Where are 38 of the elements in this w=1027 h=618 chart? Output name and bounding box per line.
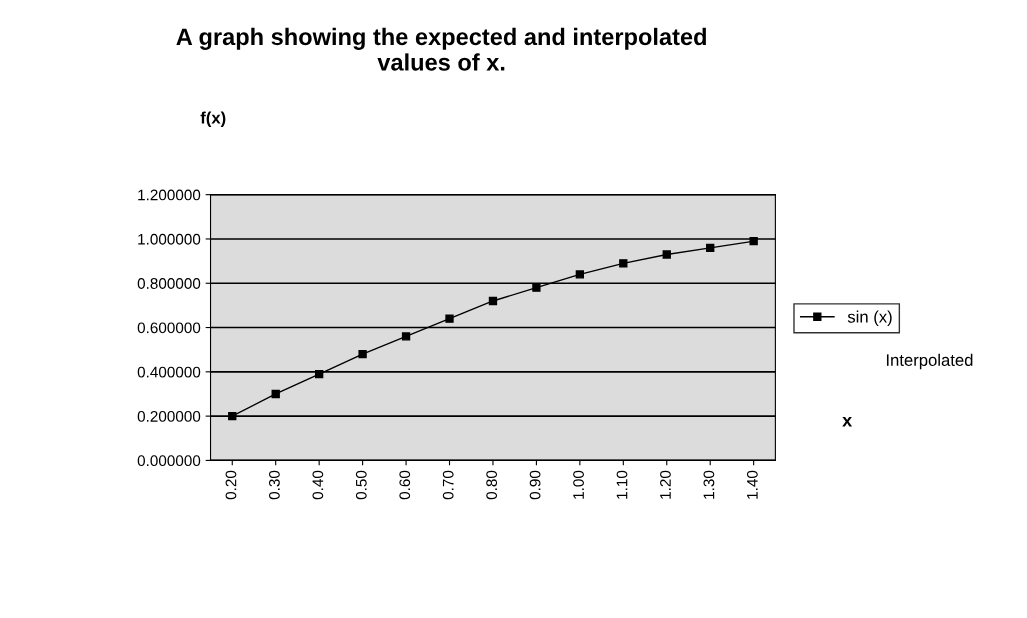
- legend-label: sin (x): [847, 310, 892, 327]
- point: [358, 349, 367, 359]
- point: [228, 411, 237, 421]
- x-tick-label: 0.70: [442, 470, 454, 500]
- x-tick-label: 0.80: [486, 470, 498, 500]
- y-tick-label: 0.600000: [137, 322, 201, 334]
- x-axis-title: x: [842, 416, 853, 427]
- point: [401, 332, 411, 341]
- point: [532, 283, 541, 292]
- point: [271, 389, 280, 399]
- y-axis-title: f(x): [200, 111, 226, 128]
- x-tick-label: 0.90: [529, 470, 541, 500]
- y-tick-label: 0.400000: [137, 366, 201, 378]
- chart-title: A graph showing the expected and interpolated values of x.: [176, 27, 706, 71]
- point: [488, 296, 498, 306]
- x-tick-label: 0.40: [312, 470, 324, 500]
- y-tick-label: 0.200000: [137, 410, 201, 422]
- point: [749, 237, 758, 246]
- point: [706, 243, 715, 252]
- x-tick-label: 0.60: [399, 470, 411, 500]
- point: [619, 259, 628, 268]
- point: [314, 369, 324, 379]
- x-tick-label: 1.40: [746, 470, 758, 499]
- x-tick-label: 0.50: [355, 470, 367, 500]
- x-tick-label: 0.20: [225, 470, 237, 500]
- point: [575, 270, 585, 279]
- y-tick-label: 0.800000: [137, 278, 201, 289]
- y-tick-label: 1.200000: [138, 189, 201, 201]
- point: [445, 314, 454, 323]
- x-tick-label: 1.10: [616, 470, 628, 499]
- y-tick-label: 0.000000: [137, 455, 201, 467]
- x-tick-label: 1.20: [660, 470, 671, 499]
- y-tick-label: 1.000000: [138, 233, 201, 245]
- x-tick-label: 1.30: [703, 470, 715, 499]
- point: [662, 250, 671, 259]
- x-tick-label: 0.30: [268, 470, 280, 500]
- x-tick-label: 1.00: [573, 470, 584, 499]
- text: Interpolated: [886, 353, 973, 370]
